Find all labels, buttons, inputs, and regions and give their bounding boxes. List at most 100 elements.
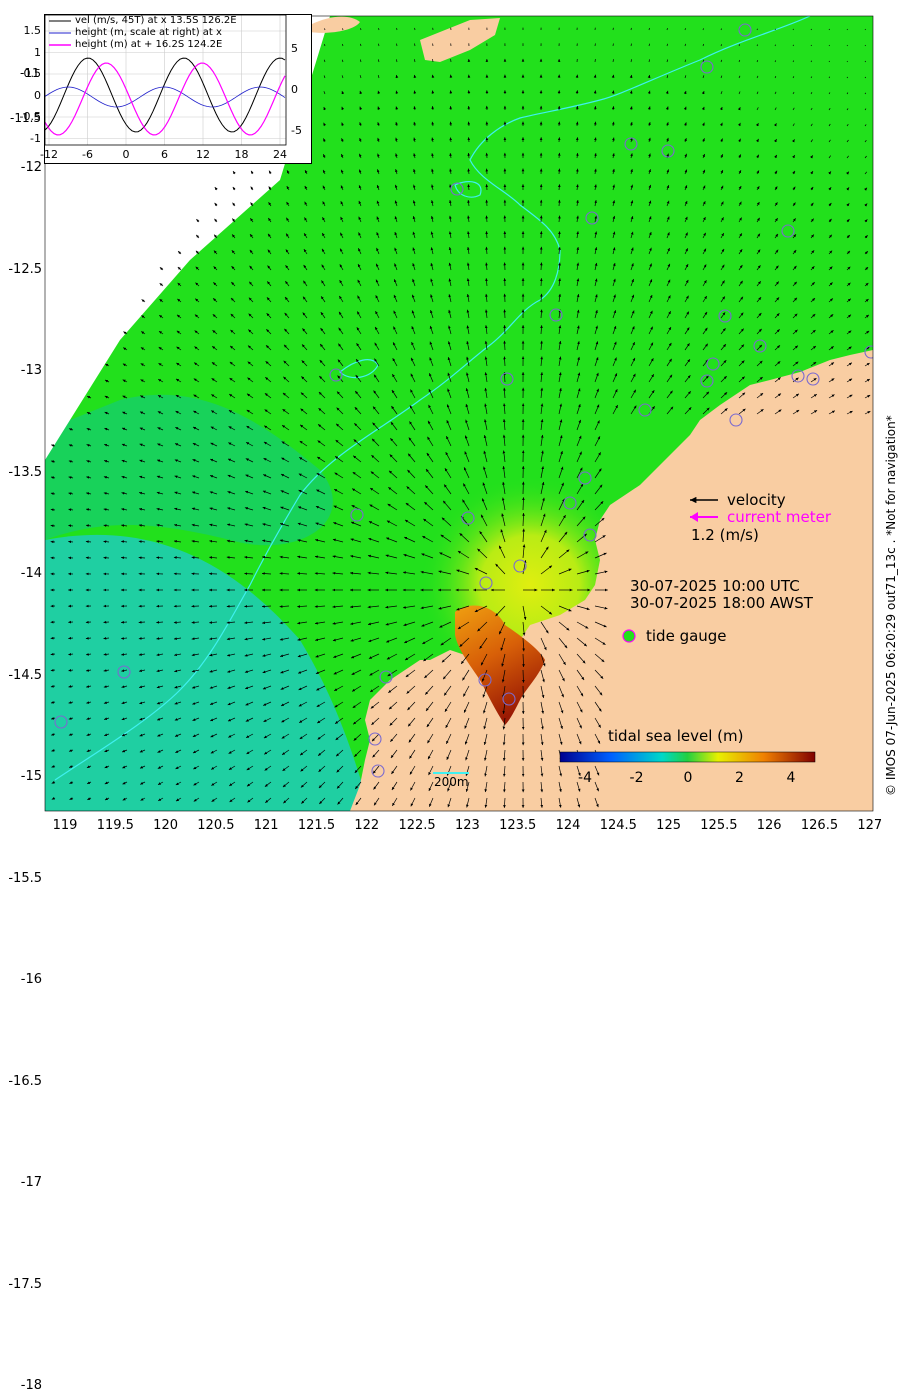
colorbar-tick: -2 — [622, 770, 652, 786]
lon-tick-label: 122 — [347, 818, 387, 833]
inset-partial-label: -11 — [20, 66, 40, 80]
lat-tick-label: -17 — [4, 1175, 42, 1190]
velocity-arrow — [559, 169, 560, 174]
velocity-arrow — [559, 153, 560, 158]
lon-tick-label: 123.5 — [498, 818, 538, 833]
lon-tick-label: 124.5 — [598, 818, 638, 833]
inset-y-right-tick: -5 — [291, 124, 302, 137]
series-velocity — [45, 58, 285, 132]
velocity-arrow — [577, 106, 578, 110]
velocity-arrow — [667, 28, 668, 30]
velocity-arrow — [433, 59, 434, 62]
lon-tick-label: 126 — [749, 818, 789, 833]
lon-tick-label: 126.5 — [800, 818, 840, 833]
velocity-arrow — [469, 122, 470, 126]
lon-tick-label: 120 — [146, 818, 186, 833]
velocity-arrow — [541, 278, 542, 286]
velocity-arrow — [361, 28, 362, 30]
inset-x-tick: 0 — [114, 148, 138, 161]
velocity-arrow — [649, 28, 650, 30]
velocity-arrow — [68, 542, 73, 543]
velocity-arrow — [469, 137, 470, 142]
velocity-arrow — [487, 200, 488, 206]
colorbar-tick: 4 — [776, 770, 806, 786]
tide-gauge-label: tide gauge — [646, 627, 727, 645]
colorbar-tick: 0 — [673, 770, 703, 786]
lon-tick-label: 127 — [850, 818, 890, 833]
lon-tick-label: 119 — [45, 818, 85, 833]
velocity-legend-label: velocity — [727, 491, 786, 509]
velocity-arrow — [505, 310, 506, 319]
velocity-arrow — [757, 29, 758, 30]
lat-tick-label: -14.5 — [4, 668, 42, 683]
colorbar-title: tidal sea level (m) — [608, 727, 743, 745]
velocity-arrow — [523, 497, 524, 510]
velocity-arrow — [541, 263, 542, 271]
inset-y-left-tick: 0 — [19, 89, 41, 102]
velocity-arrow — [343, 28, 344, 30]
lon-tick-label: 121.5 — [297, 818, 337, 833]
velocity-arrow — [244, 606, 253, 607]
lon-tick-label: 125.5 — [699, 818, 739, 833]
inset-x-tick: 12 — [191, 148, 215, 161]
time-series-inset: vel (m/s, 45T) at x 13.5S 126.2E height … — [44, 14, 312, 164]
lon-tick-label: 124 — [548, 818, 588, 833]
inset-y-left-tick: 1.5 — [19, 24, 41, 37]
velocity-arrow — [244, 574, 253, 575]
velocity-arrow — [577, 122, 578, 126]
inset-x-tick: 6 — [153, 148, 177, 161]
velocity-arrow — [487, 184, 488, 190]
inset-y-right-tick: 5 — [291, 42, 298, 55]
lat-tick-label: -16.5 — [4, 1074, 42, 1089]
velocity-arrow — [227, 606, 235, 607]
lon-tick-label: 122.5 — [397, 818, 437, 833]
velocity-arrow — [121, 558, 127, 559]
lat-tick-label: -15 — [4, 769, 42, 784]
inset-x-tick: 24 — [268, 148, 292, 161]
series-height-x — [45, 87, 285, 107]
colorbar — [560, 752, 815, 762]
inset-legend: vel (m/s, 45T) at x 13.5S 126.2E height … — [75, 15, 237, 51]
velocity-arrow — [631, 44, 632, 46]
lon-tick-label: 123 — [447, 818, 487, 833]
time-utc: 30-07-2025 10:00 UTC — [630, 577, 800, 595]
inset-x-tick: -6 — [76, 148, 100, 161]
lat-tick-label: -13.5 — [4, 465, 42, 480]
velocity-arrow — [379, 28, 380, 30]
time-awst: 30-07-2025 18:00 AWST — [630, 594, 813, 612]
lat-tick-label: -18 — [4, 1378, 42, 1393]
velocity-arrow — [325, 28, 326, 30]
lat-tick-label: -12.5 — [4, 262, 42, 277]
velocity-scale-label: 1.2 (m/s) — [691, 526, 759, 544]
velocity-arrow — [685, 28, 686, 30]
velocity-arrow — [595, 75, 596, 78]
velocity-arrow — [68, 638, 73, 639]
inset-x-tick: 18 — [230, 148, 254, 161]
legend-entry-height-plus: height (m) at + 16.2S 124.2E — [75, 39, 237, 51]
lat-tick-label: -14 — [4, 566, 42, 581]
velocity-arrow — [121, 622, 127, 623]
lon-tick-label: 119.5 — [95, 818, 135, 833]
copyright-notice: © IMOS 07-Jun-2025 06:20:29 out71_13c . … — [884, 415, 898, 796]
inset-partial-label: -11.5 — [10, 111, 41, 125]
scale-bar-label: 200m — [434, 775, 469, 789]
lat-tick-label: -13 — [4, 363, 42, 378]
inset-y-right-tick: 0 — [291, 83, 298, 96]
lon-tick-label: 120.5 — [196, 818, 236, 833]
legend-entry-velocity: vel (m/s, 45T) at x 13.5S 126.2E — [75, 15, 237, 27]
lon-tick-label: 125 — [649, 818, 689, 833]
inset-y-left-tick: 1 — [19, 46, 41, 59]
velocity-arrow — [227, 574, 235, 575]
velocity-arrow — [613, 59, 614, 62]
velocity-arrow — [505, 325, 506, 334]
inset-x-tick: -12 — [37, 148, 61, 161]
velocity-arrow — [775, 29, 776, 30]
velocity-arrow — [451, 90, 452, 94]
colorbar-tick: -4 — [570, 770, 600, 786]
lat-tick-label: -16 — [4, 972, 42, 987]
velocity-arrow — [139, 558, 145, 559]
velocity-arrow — [433, 75, 434, 78]
lat-tick-label: -12 — [4, 160, 42, 175]
lat-tick-label: -17.5 — [4, 1277, 42, 1292]
velocity-arrow — [397, 44, 398, 46]
